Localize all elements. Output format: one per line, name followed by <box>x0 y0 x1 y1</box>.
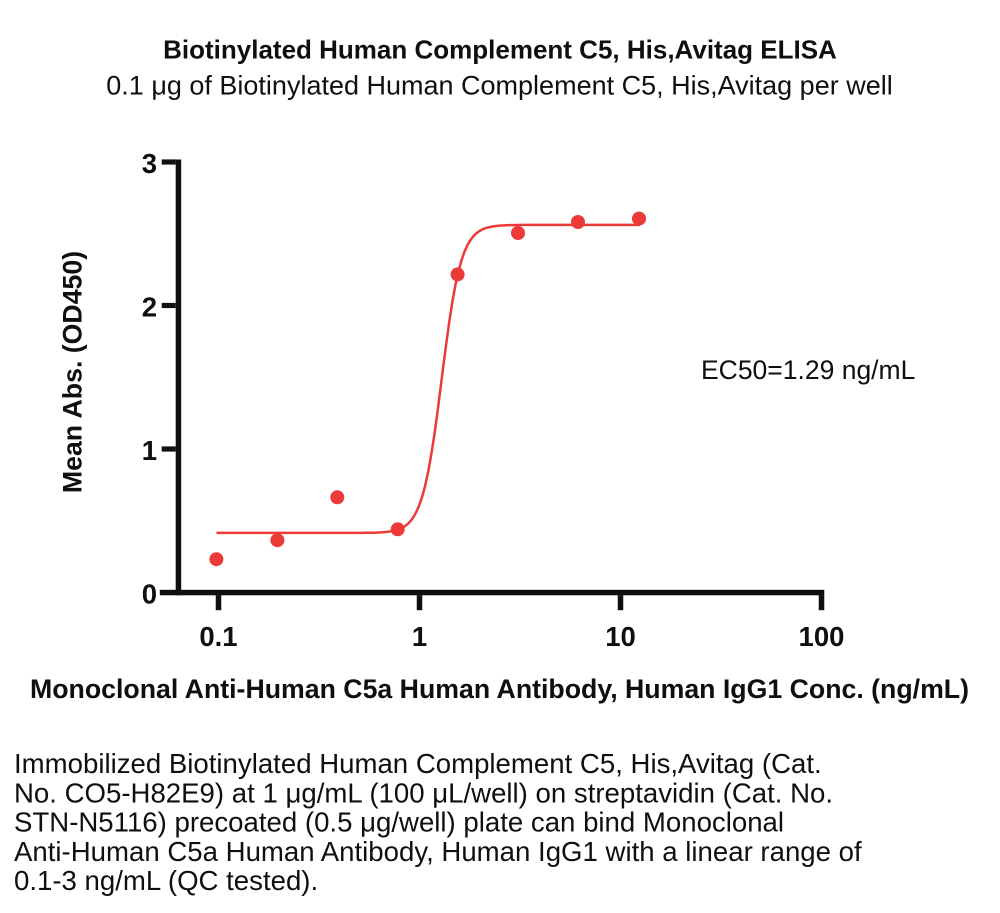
svg-text:0.1 μg of Biotinylated Human C: 0.1 μg of Biotinylated Human Complement … <box>106 70 892 100</box>
svg-text:10: 10 <box>605 621 636 652</box>
svg-text:STN-N5116) precoated (0.5 μg/w: STN-N5116) precoated (0.5 μg/well) plate… <box>14 807 784 838</box>
svg-text:Immobilized Biotinylated Human: Immobilized Biotinylated Human Complemen… <box>14 748 822 779</box>
svg-text:No. CO5-H82E9) at 1 μg/mL (100: No. CO5-H82E9) at 1 μg/mL (100 μL/well) … <box>14 777 833 808</box>
svg-text:Biotinylated Human Complement: Biotinylated Human Complement C5, His,Av… <box>163 35 837 65</box>
svg-text:1: 1 <box>412 621 427 652</box>
svg-text:0: 0 <box>142 579 157 610</box>
svg-text:Mean Abs. (OD450): Mean Abs. (OD450) <box>57 251 87 493</box>
svg-text:3: 3 <box>142 148 157 179</box>
svg-text:0.1-3 ng/mL (QC tested).: 0.1-3 ng/mL (QC tested). <box>14 865 318 896</box>
svg-text:1: 1 <box>142 435 157 466</box>
svg-text:Monoclonal Anti-Human C5a Huma: Monoclonal Anti-Human C5a Human Antibody… <box>30 674 969 704</box>
svg-text:Anti-Human C5a Human Antibody,: Anti-Human C5a Human Antibody, Human IgG… <box>14 836 862 867</box>
svg-text:2: 2 <box>142 292 157 323</box>
svg-text:0.1: 0.1 <box>199 621 237 652</box>
svg-text:100: 100 <box>799 621 845 652</box>
svg-text:EC50=1.29 ng/mL: EC50=1.29 ng/mL <box>701 355 915 385</box>
